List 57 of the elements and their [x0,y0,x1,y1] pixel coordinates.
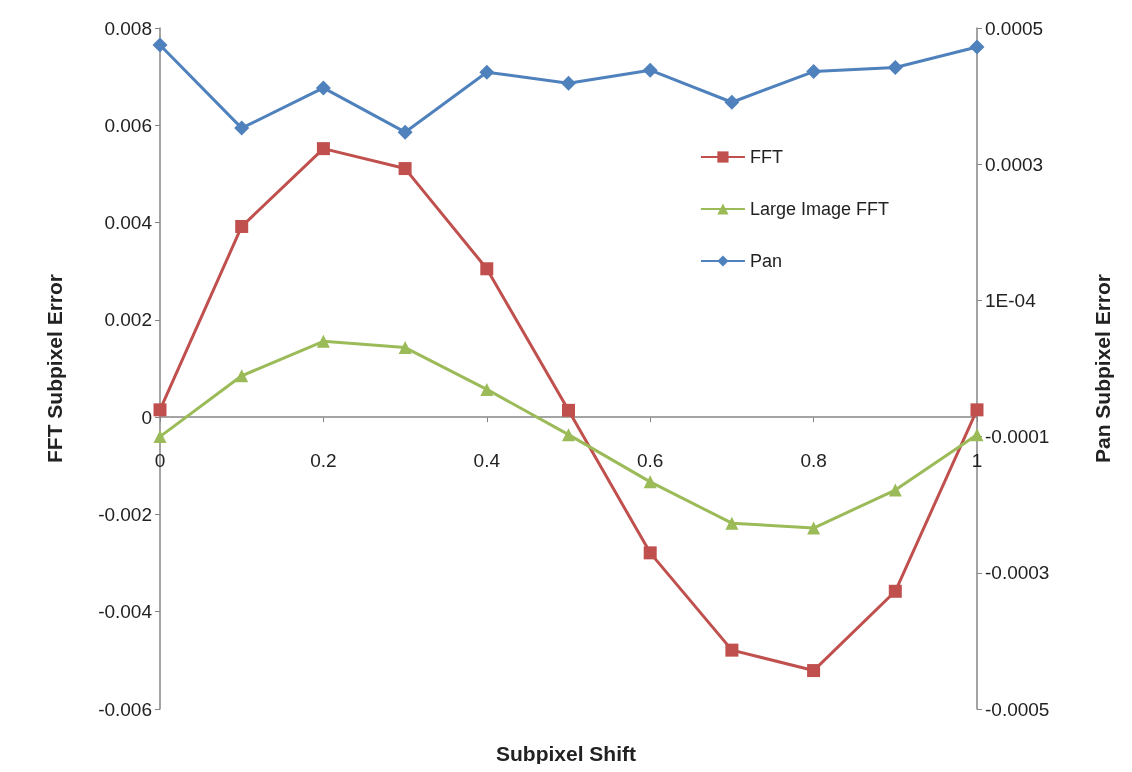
point [398,341,412,355]
legend-label: Large Image FFT [749,199,890,219]
y2-tick-label: -0.0005 [985,698,1050,720]
y2-tick-label: 0.0005 [985,17,1044,39]
y-tick-label: 0.006 [104,114,152,136]
y-tick-label: -0.002 [98,503,152,525]
point [316,142,330,156]
point [970,428,984,442]
point [316,334,330,348]
y2-tick-label: -0.0003 [985,562,1050,584]
y-tick-label: 0.008 [104,17,152,39]
point [480,262,494,276]
point [153,403,167,417]
point [315,80,331,96]
x-tick-label: 0.8 [800,450,827,472]
point [235,219,249,233]
point [561,75,576,91]
point [888,483,902,497]
point [643,475,657,489]
x-tick-label: 1 [971,450,983,472]
point [642,62,658,78]
point [153,430,167,444]
point [807,664,821,678]
point [397,124,413,140]
y-tick-label: 0.004 [104,212,153,234]
point [562,428,575,442]
point [807,521,821,535]
point [806,64,822,80]
point [479,64,495,80]
point [724,94,740,110]
y2-axis-title: Pan Subpixel Error [1091,273,1114,464]
point [480,382,494,396]
point [725,516,739,530]
point [398,162,412,176]
y2-tick-label: 0.0003 [985,153,1044,175]
point [235,369,249,383]
x-tick-label: 0.2 [310,450,337,472]
x-tick-label: 0.6 [636,450,664,472]
legend-label: FFT [749,147,783,167]
point [887,60,903,75]
point [725,643,739,657]
point [643,546,657,560]
point [562,403,575,417]
y-tick-label: -0.006 [98,698,152,720]
point [969,39,985,55]
y-tick-label: 0.002 [104,309,152,331]
y-axis-title: FFT Subpixel Error [43,273,66,464]
point [970,403,984,417]
point [888,584,902,598]
y2-tick-label: 1E-04 [985,289,1037,311]
y-tick-label: 0 [141,406,152,428]
x-tick-label: 0.4 [473,450,501,472]
y-tick-label: -0.004 [98,601,153,623]
point [152,37,168,53]
point [234,120,250,136]
legend-label: Pan [749,251,782,271]
y2-tick-label: -0.0001 [985,426,1050,448]
